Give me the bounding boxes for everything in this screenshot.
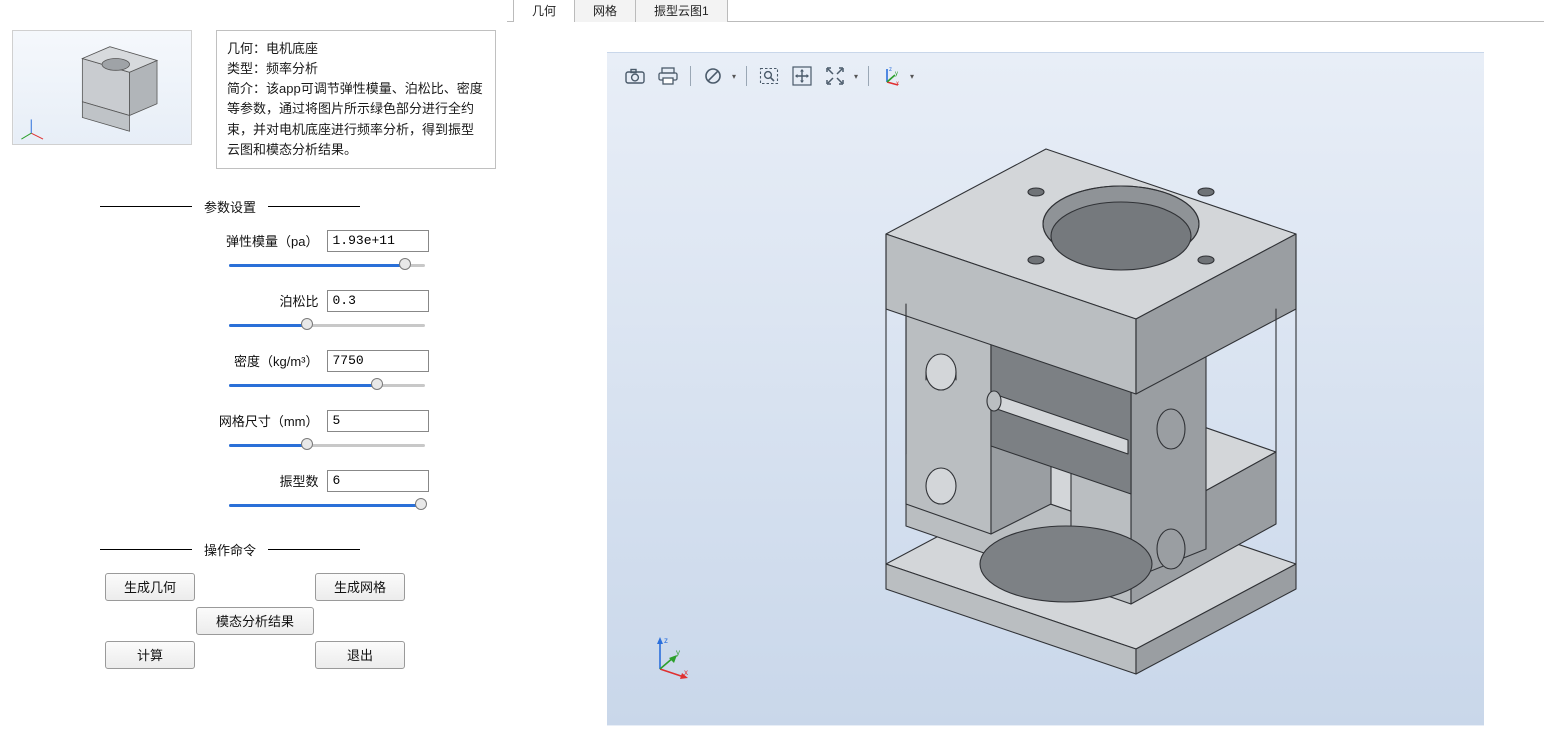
chevron-down-icon[interactable]: ▾ xyxy=(907,72,917,81)
param-input[interactable] xyxy=(327,350,429,372)
toolbar-separator xyxy=(690,66,691,86)
svg-text:y: y xyxy=(895,71,898,77)
param-slider[interactable] xyxy=(229,318,425,332)
param-row: 振型数 xyxy=(79,470,429,524)
param-row: 密度（kg/m³） xyxy=(79,350,429,404)
param-input[interactable] xyxy=(327,230,429,252)
header-box: 几何：电机底座 类型：频率分析 简介：该app可调节弹性模量、泊松比、密度等参数… xyxy=(0,30,507,169)
viewport-3d[interactable]: ▾▾zyx▾ z y x xyxy=(607,52,1484,726)
axis-x-label: x xyxy=(684,668,688,677)
generate-mesh-button[interactable]: 生成网格 xyxy=(315,573,405,601)
pan-icon[interactable] xyxy=(787,63,817,89)
param-input[interactable] xyxy=(327,470,429,492)
toolbar-separator xyxy=(746,66,747,86)
section-title-ops: 操作命令 xyxy=(100,540,410,559)
param-label: 网格尺寸（mm） xyxy=(219,411,319,430)
zoom-window-icon[interactable] xyxy=(754,63,784,89)
model-thumbnail xyxy=(12,30,192,145)
viewport-toolbar: ▾▾zyx▾ xyxy=(620,63,917,89)
param-label: 弹性模量（pa） xyxy=(226,231,318,250)
param-row: 泊松比 xyxy=(79,290,429,344)
info-label: 类型： xyxy=(227,61,266,76)
param-label: 振型数 xyxy=(279,471,318,490)
tab-0[interactable]: 几何 xyxy=(513,0,575,22)
left-panel: 几何：电机底座 类型：频率分析 简介：该app可调节弹性模量、泊松比、密度等参数… xyxy=(0,0,507,746)
section-title-params: 参数设置 xyxy=(100,197,410,216)
camera-icon[interactable] xyxy=(620,63,650,89)
tab-2[interactable]: 振型云图1 xyxy=(635,0,728,22)
tab-1[interactable]: 网格 xyxy=(574,0,636,22)
chevron-down-icon[interactable]: ▾ xyxy=(851,72,861,81)
param-label: 密度（kg/m³） xyxy=(234,351,319,370)
info-value: 频率分析 xyxy=(266,61,318,76)
param-slider[interactable] xyxy=(229,258,425,272)
ops-container: 生成几何 生成网格 模态分析结果 计算 退出 xyxy=(105,573,405,669)
generate-geometry-button[interactable]: 生成几何 xyxy=(105,573,195,601)
forbid-icon[interactable] xyxy=(698,63,728,89)
params-container: 弹性模量（pa） 泊松比密度（kg/m³） 网格尺寸（mm） 振型数 xyxy=(0,230,507,524)
section-title-text: 参数设置 xyxy=(192,197,268,216)
print-icon[interactable] xyxy=(653,63,683,89)
axes-triad: z y x xyxy=(650,635,694,679)
param-row: 网格尺寸（mm） xyxy=(79,410,429,464)
param-row: 弹性模量（pa） xyxy=(79,230,429,284)
param-slider[interactable] xyxy=(229,438,425,452)
chevron-down-icon[interactable]: ▾ xyxy=(729,72,739,81)
modal-result-button[interactable]: 模态分析结果 xyxy=(196,607,314,635)
info-box: 几何：电机底座 类型：频率分析 简介：该app可调节弹性模量、泊松比、密度等参数… xyxy=(216,30,496,169)
axis-y-label: y xyxy=(676,648,680,657)
info-value: 该app可调节弹性模量、泊松比、密度等参数，通过将图片所示绿色部分进行全约束，并… xyxy=(227,81,483,156)
param-slider[interactable] xyxy=(229,378,425,392)
info-line-desc: 简介：该app可调节弹性模量、泊松比、密度等参数，通过将图片所示绿色部分进行全约… xyxy=(227,79,485,160)
param-slider[interactable] xyxy=(229,498,425,512)
info-label: 简介： xyxy=(227,81,266,96)
param-label: 泊松比 xyxy=(279,291,318,310)
svg-text:z: z xyxy=(889,67,892,73)
section-title-text: 操作命令 xyxy=(192,540,268,559)
axes-icon[interactable]: zyx xyxy=(876,63,906,89)
tabs-bar: 几何网格振型云图1 xyxy=(507,0,1544,22)
toolbar-separator xyxy=(868,66,869,86)
info-value: 电机底座 xyxy=(266,41,318,56)
fit-icon[interactable] xyxy=(820,63,850,89)
svg-text:x: x xyxy=(896,81,899,86)
compute-button[interactable]: 计算 xyxy=(105,641,195,669)
param-input[interactable] xyxy=(327,290,429,312)
axis-z-label: z xyxy=(664,636,668,645)
info-label: 几何： xyxy=(227,41,266,56)
right-panel: 几何网格振型云图1 ▾▾zyx▾ z y x xyxy=(507,0,1544,746)
param-input[interactable] xyxy=(327,410,429,432)
info-line-geom: 几何：电机底座 xyxy=(227,39,485,59)
model-render xyxy=(736,94,1356,684)
info-line-type: 类型：频率分析 xyxy=(227,59,485,79)
exit-button[interactable]: 退出 xyxy=(315,641,405,669)
